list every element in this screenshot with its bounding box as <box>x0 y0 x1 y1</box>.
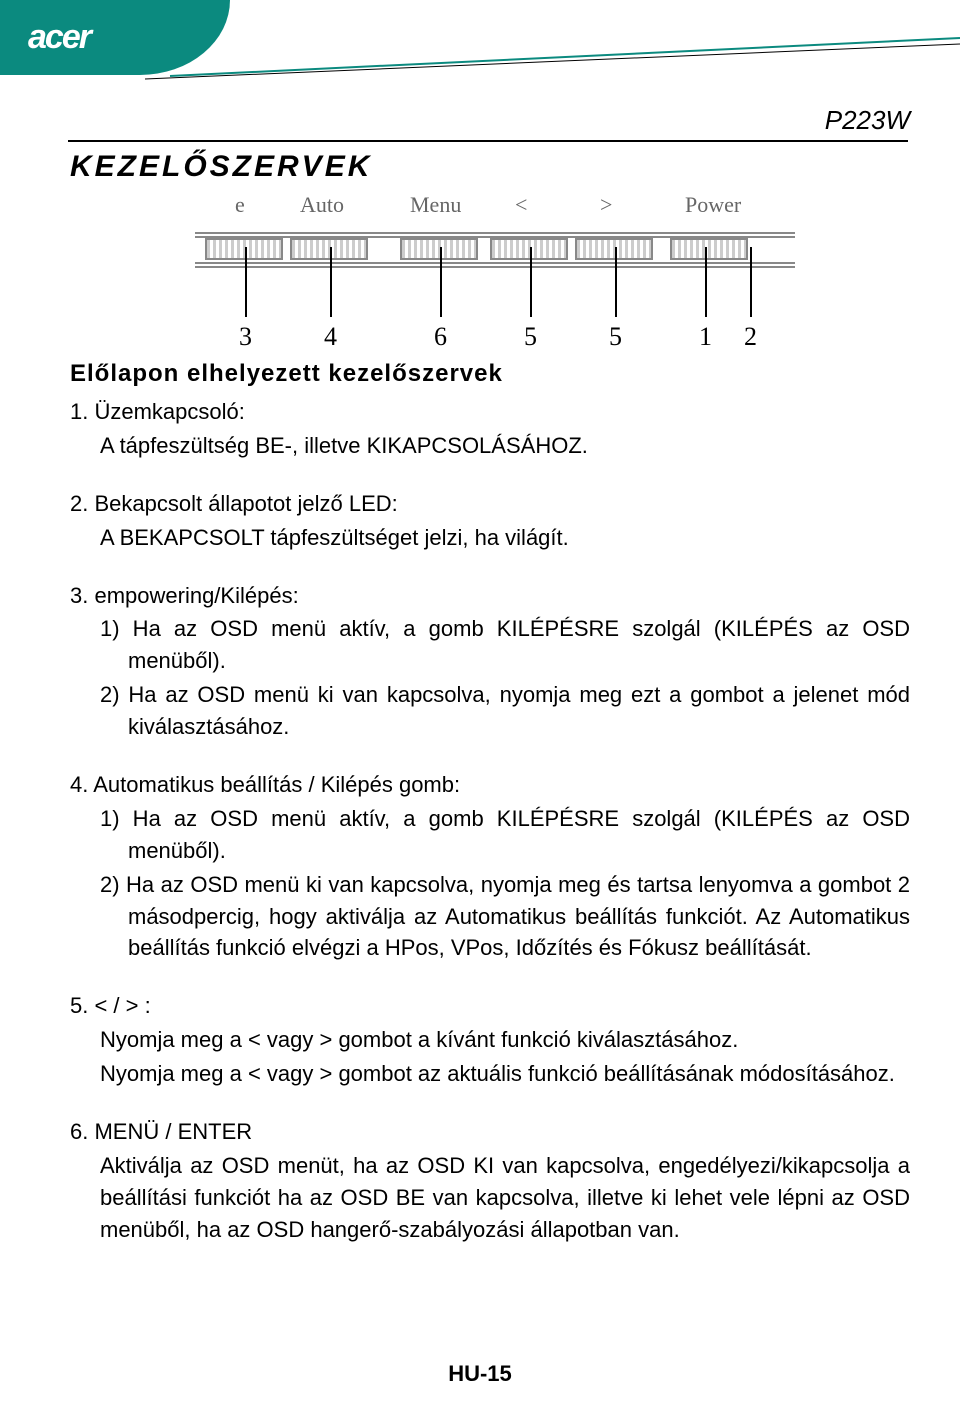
item-3-title: 3. empowering/Kilépés: <box>70 580 910 612</box>
pointer-line <box>440 247 442 317</box>
item-5-line-2: Nyomja meg a < vagy > gombot az aktuális… <box>70 1058 910 1090</box>
item-1-title: 1. Üzemkapcsoló: <box>70 396 910 428</box>
page-footer: HU-15 <box>0 1361 960 1387</box>
pointer-line <box>530 247 532 317</box>
pointer-line <box>615 247 617 317</box>
item-6-body: Aktiválja az OSD menüt, ha az OSD KI van… <box>70 1150 910 1246</box>
pointer-number: 5 <box>609 322 622 352</box>
button-diagram: e Auto Menu < > Power 3 4 6 5 5 1 2 <box>195 192 795 352</box>
item-5-title: 5. < / > : <box>70 990 910 1022</box>
item-5-line-1: Nyomja meg a < vagy > gombot a kívánt fu… <box>70 1024 910 1056</box>
item-4-line-2: 2) Ha az OSD menü ki van kapcsolva, nyom… <box>70 869 910 965</box>
item-4-line-1: 1) Ha az OSD menü aktív, a gomb KILÉPÉSR… <box>70 803 910 867</box>
item-3-line-1: 1) Ha az OSD menü aktív, a gomb KILÉPÉSR… <box>70 613 910 677</box>
pointer-number: 5 <box>524 322 537 352</box>
item-2-title: 2. Bekapcsolt állapotot jelző LED: <box>70 488 910 520</box>
panel-button-icon <box>490 238 568 260</box>
pointer-line <box>330 247 332 317</box>
panel-button-icon <box>290 238 368 260</box>
page-title: KEZELŐSZERVEK <box>70 150 372 184</box>
pointer-number: 1 <box>699 322 712 352</box>
header-swoosh <box>0 36 960 81</box>
pointer-number: 2 <box>744 322 757 352</box>
panel-button-label: > <box>600 192 612 218</box>
panel-button-icon <box>670 238 748 260</box>
panel-button-label: < <box>515 192 527 218</box>
model-label: P223W <box>825 105 910 136</box>
horizontal-rule <box>68 140 908 142</box>
panel-button-icon <box>205 238 283 260</box>
panel-button-label: e <box>235 192 245 218</box>
item-4-title: 4. Automatikus beállítás / Kilépés gomb: <box>70 769 910 801</box>
pointer-line <box>245 247 247 317</box>
item-2-body: A BEKAPCSOLT tápfeszültséget jelzi, ha v… <box>70 522 910 554</box>
panel-button-icon <box>575 238 653 260</box>
panel-button-label: Auto <box>300 192 344 218</box>
pointer-number: 4 <box>324 322 337 352</box>
content-body: 1. Üzemkapcsoló: A tápfeszültség BE-, il… <box>70 396 910 1248</box>
panel-button-label: Menu <box>410 192 461 218</box>
section-subtitle: Előlapon elhelyezett kezelőszervek <box>70 360 503 388</box>
panel-button-label: Power <box>685 192 741 218</box>
pointer-line <box>750 247 752 317</box>
pointer-number: 3 <box>239 322 252 352</box>
pointer-number: 6 <box>434 322 447 352</box>
item-1-body: A tápfeszültség BE-, illetve KIKAPCSOLÁS… <box>70 430 910 462</box>
pointer-line <box>705 247 707 317</box>
item-3-line-2: 2) Ha az OSD menü ki van kapcsolva, nyom… <box>70 679 910 743</box>
panel-button-icon <box>400 238 478 260</box>
header-banner: acer <box>0 0 960 80</box>
item-6-title: 6. MENÜ / ENTER <box>70 1116 910 1148</box>
